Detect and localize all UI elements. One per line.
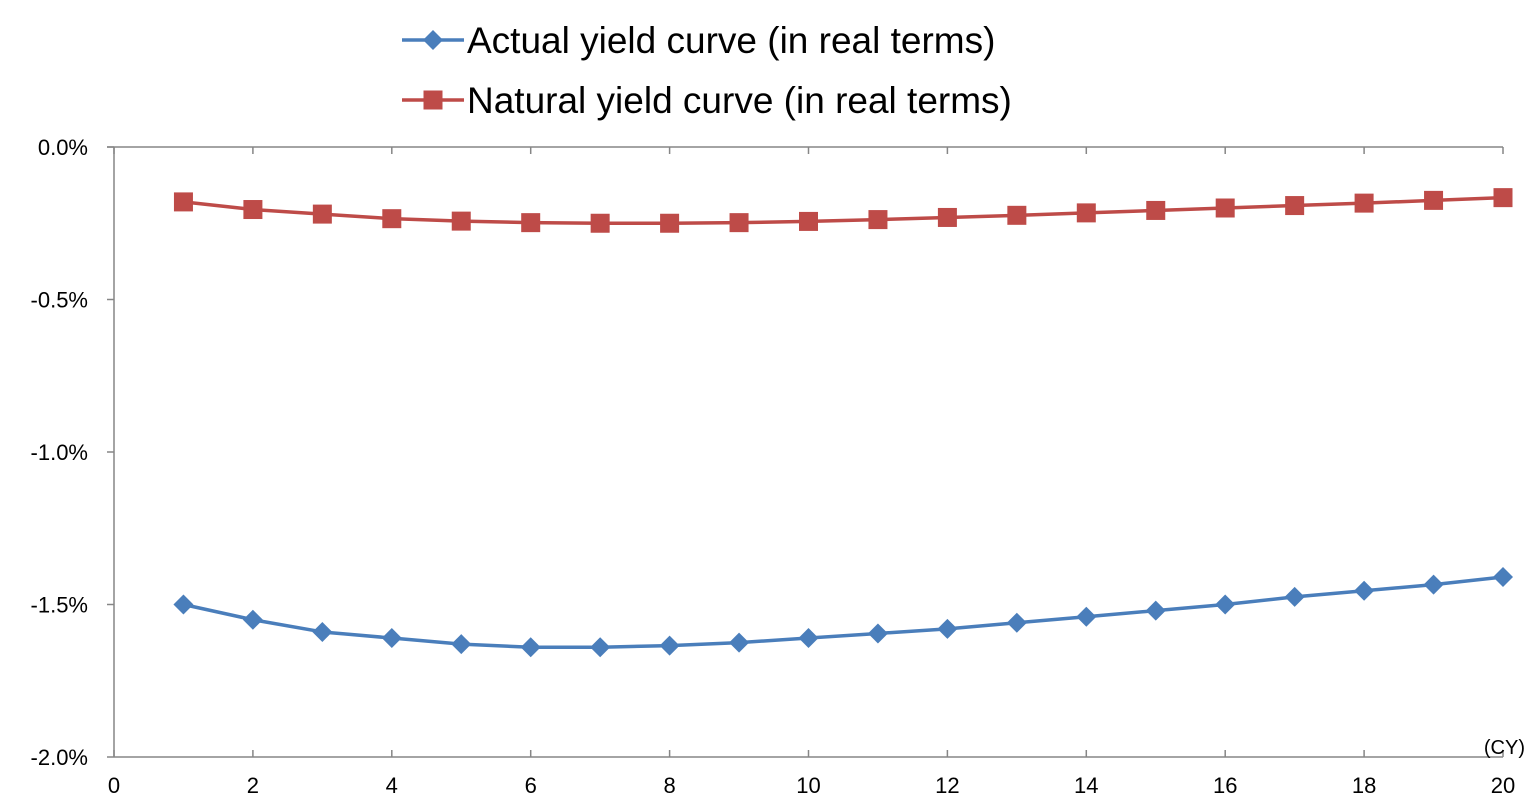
legend-entry: Actual yield curve (in real terms)	[402, 20, 995, 61]
legend-label: Actual yield curve (in real terms)	[467, 20, 995, 61]
data-point	[867, 623, 888, 644]
data-point	[1354, 580, 1375, 601]
y-tick-label: -2.0%	[31, 745, 88, 770]
y-tick-label: -1.0%	[31, 440, 88, 465]
x-tick-label: 12	[935, 773, 959, 798]
data-point	[520, 637, 541, 658]
data-point	[937, 618, 958, 639]
data-point	[1145, 600, 1166, 621]
data-point	[1285, 196, 1305, 216]
series-actual-yield-curve	[173, 567, 1513, 658]
x-tick-label: 8	[663, 773, 675, 798]
x-tick-label: 20	[1491, 773, 1515, 798]
data-point	[1215, 198, 1235, 218]
data-point	[1493, 188, 1513, 208]
series-line	[183, 575, 1504, 649]
y-tick-label: -1.5%	[31, 593, 88, 618]
data-point	[1076, 203, 1096, 223]
data-point	[937, 207, 957, 227]
plot-series	[173, 188, 1513, 658]
x-tick-label: 2	[247, 773, 259, 798]
data-point	[1007, 205, 1027, 225]
legend-swatch-marker	[423, 90, 443, 110]
x-axis-ticks: 0 2 4 6 8 10 12 14 16 18 20	[108, 147, 1515, 798]
data-point	[1284, 586, 1305, 607]
series-line	[183, 195, 1504, 225]
x-axis-unit-label: (CY)	[1484, 737, 1525, 759]
data-point	[451, 211, 471, 231]
x-tick-label: 16	[1213, 773, 1237, 798]
data-point	[173, 192, 193, 212]
data-point	[868, 210, 888, 230]
x-tick-label: 0	[108, 773, 120, 798]
series-natural-yield-curve	[173, 188, 1513, 233]
y-tick-label: -0.5%	[31, 288, 88, 313]
data-point	[729, 632, 750, 653]
data-point	[242, 609, 263, 630]
x-tick-label: 10	[796, 773, 820, 798]
x-tick-label: 6	[525, 773, 537, 798]
legend: Actual yield curve (in real terms) Natura…	[402, 20, 1012, 121]
y-tick-label: 0.0%	[38, 135, 88, 160]
x-tick-label: 18	[1352, 773, 1376, 798]
data-point	[799, 211, 818, 231]
data-point	[1215, 594, 1236, 615]
x-tick-label: 4	[386, 773, 398, 798]
data-point	[660, 213, 680, 233]
data-point	[1006, 612, 1027, 633]
axes	[107, 146, 1503, 758]
data-point	[243, 200, 263, 220]
data-point	[1423, 574, 1444, 595]
data-point	[590, 213, 610, 233]
data-point	[312, 621, 333, 642]
legend-entry: Natural yield curve (in real terms)	[402, 80, 1012, 121]
data-point	[1354, 193, 1374, 213]
data-point	[521, 213, 541, 233]
data-point	[312, 204, 332, 224]
y-axis-ticks: 0.0% -0.5% -1.0% -1.5% -2.0%	[31, 135, 114, 770]
data-point	[382, 209, 402, 229]
data-point	[451, 634, 472, 655]
data-point	[1424, 190, 1444, 210]
data-point	[1076, 606, 1097, 627]
legend-swatch-marker	[423, 30, 443, 50]
data-point	[590, 637, 611, 658]
data-point	[173, 594, 194, 615]
data-point	[381, 628, 402, 649]
data-point	[729, 213, 749, 233]
data-point	[798, 628, 819, 649]
legend-label: Natural yield curve (in real terms)	[467, 80, 1012, 121]
data-point	[1493, 567, 1513, 588]
data-point	[1146, 200, 1166, 220]
data-point	[659, 635, 680, 656]
x-tick-label: 14	[1074, 773, 1098, 798]
